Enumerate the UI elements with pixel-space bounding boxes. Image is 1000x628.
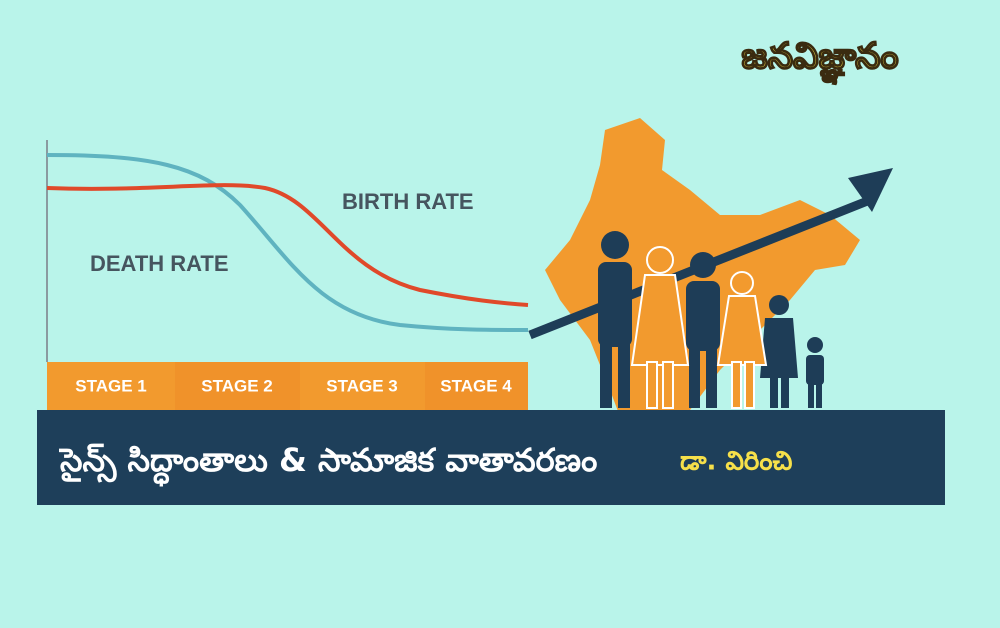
birth-curve — [46, 183, 529, 307]
brand: జనవిజ్ఞానం — [741, 36, 898, 85]
death-curve — [46, 153, 529, 332]
family-women — [630, 246, 768, 409]
stage-label: STAGE 4 — [440, 376, 512, 395]
stage-box — [175, 362, 300, 410]
arrow-head — [848, 168, 893, 212]
death-label: DEATH RATE — [90, 251, 229, 276]
stage-box — [47, 362, 175, 410]
title-bar — [37, 410, 945, 505]
stage-label: STAGE 1 — [75, 376, 146, 395]
stage-label: STAGE 2 — [201, 376, 272, 395]
stage-box — [425, 362, 528, 410]
birth-label: BIRTH RATE — [342, 189, 474, 214]
stage-box — [300, 362, 425, 410]
author: డా. విరించి — [680, 447, 793, 477]
stage-label: STAGE 3 — [326, 376, 397, 395]
family — [598, 231, 824, 408]
